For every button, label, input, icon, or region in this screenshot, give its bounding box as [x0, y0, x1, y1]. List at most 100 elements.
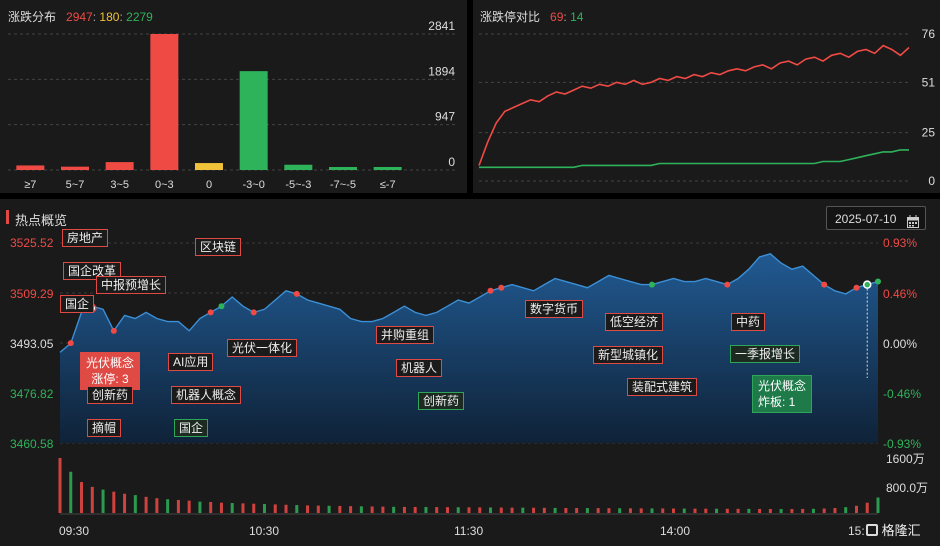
annotation-tag[interactable]: 区块链 — [195, 238, 242, 256]
annotation-tag[interactable]: 国企改革 — [63, 262, 122, 280]
y-tick-label: 2841 — [428, 19, 455, 33]
annotation-tag[interactable]: 中药 — [731, 313, 766, 331]
event-marker — [821, 281, 828, 288]
bar — [150, 34, 179, 170]
annotation-tag[interactable]: AI应用 — [168, 353, 214, 371]
calendar-icon[interactable] — [907, 212, 919, 228]
volume-bar — [327, 505, 331, 513]
annotation-tag[interactable]: 创新药 — [418, 392, 465, 410]
annotation-tag[interactable]: 一季报增长 — [730, 345, 801, 363]
annotation-tag[interactable]: 低空经济 — [605, 313, 664, 331]
callout-title: 光伏概念 — [758, 379, 807, 393]
volume-axis-top: 1600万 — [886, 452, 925, 466]
event-marker — [498, 284, 505, 291]
volume-bar — [844, 507, 848, 513]
annotation-tag[interactable]: 装配式建筑 — [627, 378, 698, 396]
volume-bar — [607, 508, 611, 513]
volume-bar — [392, 506, 396, 513]
volume-bar — [467, 507, 471, 513]
annotation-tag[interactable]: 中报预增长 — [96, 276, 167, 294]
annotation-tag[interactable]: 数字货币 — [525, 300, 584, 318]
time-tick: 11:30 — [454, 524, 484, 538]
colon-sep: : — [119, 10, 123, 24]
volume-bar — [489, 507, 493, 513]
event-marker — [293, 290, 300, 297]
bar — [284, 164, 313, 170]
annotation-tag[interactable]: 创新药 — [87, 386, 134, 404]
x-tick-label: 3~5 — [110, 179, 129, 191]
distribution-title: 涨跌分布 — [8, 10, 57, 24]
volume-bar — [80, 482, 84, 513]
volume-bar — [338, 505, 342, 513]
index-line — [59, 253, 879, 353]
volume-bar — [672, 508, 675, 513]
event-marker — [487, 287, 494, 294]
annotation-tag[interactable]: 机器人 — [396, 359, 443, 377]
date-picker[interactable]: 2025-07-10 — [826, 206, 926, 230]
annotation-tag[interactable]: 房地产 — [62, 229, 109, 247]
volume-bar — [704, 508, 708, 513]
volume-bar — [618, 508, 622, 513]
bar — [329, 167, 357, 170]
volume-bar — [209, 502, 213, 513]
volume-bar — [349, 506, 353, 513]
volume-bar — [284, 504, 288, 513]
volume-bar — [241, 503, 245, 513]
volume-bar — [155, 498, 159, 513]
limit-down-count: 14 — [570, 10, 584, 24]
right-axis-mid: 0.00% — [883, 337, 918, 351]
volume-bar — [521, 507, 525, 513]
y-tick-label: 1894 — [428, 64, 455, 78]
x-tick-label: -3~0 — [243, 179, 265, 191]
limit-ratio-title-row: 涨跌停对比 69: 14 — [480, 8, 583, 25]
annotation-callout[interactable]: 光伏概念 涨停: 3 — [80, 352, 141, 390]
event-marker — [724, 281, 731, 288]
volume-bar — [822, 508, 826, 513]
event-marker — [218, 303, 225, 310]
volume-bar — [628, 508, 632, 513]
y-tick-label: 76 — [922, 27, 936, 41]
left-axis-upper: 3509.29 — [10, 287, 54, 301]
volume-bar — [306, 505, 310, 513]
event-marker — [207, 309, 214, 316]
annotation-tag[interactable]: 光伏一体化 — [227, 339, 298, 357]
annotation-tag[interactable]: 摘帽 — [87, 419, 122, 437]
right-axis-bottom: -0.93% — [883, 437, 922, 451]
annotation-tag[interactable]: 国企 — [60, 295, 95, 313]
event-marker — [110, 327, 117, 334]
series-line — [479, 149, 909, 169]
volume-bar — [456, 507, 460, 513]
volume-bar — [101, 489, 105, 513]
annotation-tag[interactable]: 国企 — [174, 419, 209, 437]
annotation-tag[interactable]: 并购重组 — [376, 326, 435, 344]
volume-bar — [811, 508, 815, 513]
limit-up-count: 69 — [550, 10, 564, 24]
annotation-callout[interactable]: 光伏概念 炸板: 1 — [752, 375, 813, 413]
time-tick: 14:00 — [660, 524, 691, 538]
annotation-tag[interactable]: 机器人概念 — [171, 386, 242, 404]
callout-detail: 炸板: 1 — [758, 395, 796, 409]
annotation-tag[interactable]: 新型城镇化 — [593, 346, 664, 364]
y-tick-label: 947 — [435, 110, 455, 124]
callout-title: 光伏概念 — [86, 356, 135, 370]
time-tick: 15:00 — [848, 524, 864, 538]
volume-bar — [596, 508, 600, 513]
colon-sep: : — [563, 10, 567, 24]
volume-bar — [58, 458, 62, 513]
volume-bar — [316, 505, 320, 513]
volume-bar — [435, 507, 439, 513]
left-axis-mid: 3493.05 — [10, 337, 54, 351]
right-axis-top: 0.93% — [883, 236, 918, 250]
x-tick-label: ≤-7 — [380, 179, 396, 191]
bar — [195, 163, 223, 170]
volume-axis-mid: 800.0万 — [886, 481, 929, 495]
volume-bar — [263, 504, 266, 513]
volume-bar — [865, 502, 869, 513]
limit-ratio-line-chart: 76 51 25 0 — [478, 27, 936, 188]
distribution-panel: 涨跌分布 2947: 180: 2279 2841 1894 947 0 ≥7 5~7 3~… — [0, 0, 467, 193]
down-count: 2279 — [126, 10, 153, 24]
event-marker — [648, 281, 655, 288]
series-line — [478, 44, 910, 166]
volume-bar — [402, 506, 406, 513]
